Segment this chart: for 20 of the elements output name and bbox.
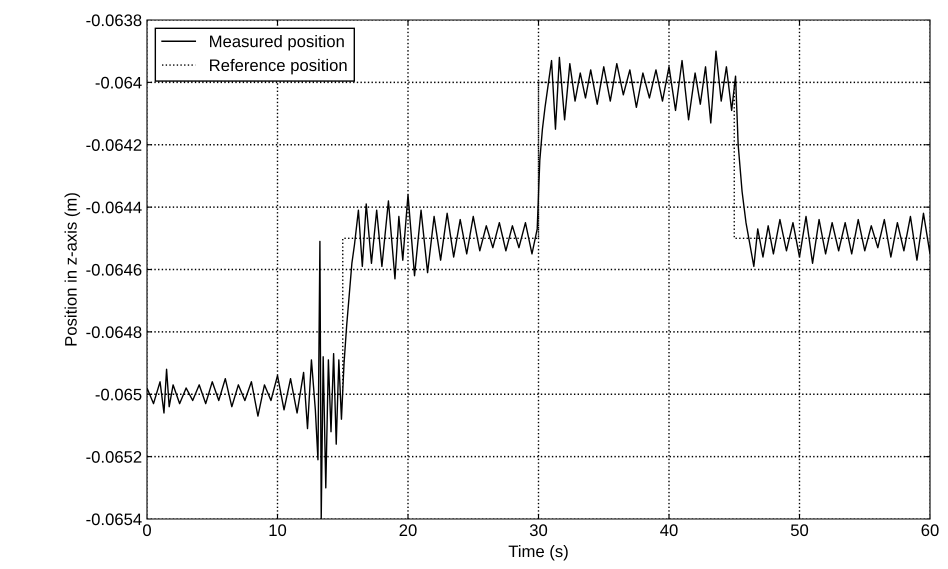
y-tick-label: -0.0654	[86, 513, 142, 526]
y-tick-label: -0.0648	[86, 326, 142, 338]
y-tick-label: -0.0642	[86, 139, 142, 151]
y-axis-title: Position in z-axis (m)	[64, 193, 80, 346]
x-axis-title: Time (s)	[508, 544, 568, 560]
y-tick-label: -0.0652	[86, 451, 142, 463]
y-tick-label: -0.0638	[86, 14, 142, 26]
x-tick-label: 0	[143, 524, 151, 536]
y-tick-label: -0.0644	[86, 202, 142, 214]
x-tick-label: 50	[790, 524, 808, 536]
x-tick-label: 40	[660, 524, 678, 536]
y-tick-label: -0.065	[96, 388, 142, 400]
legend-label: Measured position	[210, 35, 344, 51]
x-tick-label: 20	[400, 524, 417, 536]
x-tick-label: 60	[922, 524, 939, 536]
x-tick-label: 10	[270, 524, 286, 536]
y-tick-label: -0.0646	[86, 264, 142, 276]
y-tick-label: -0.064	[96, 76, 142, 89]
x-tick-label: 30	[530, 524, 548, 536]
legend-label: Reference position	[210, 58, 347, 74]
